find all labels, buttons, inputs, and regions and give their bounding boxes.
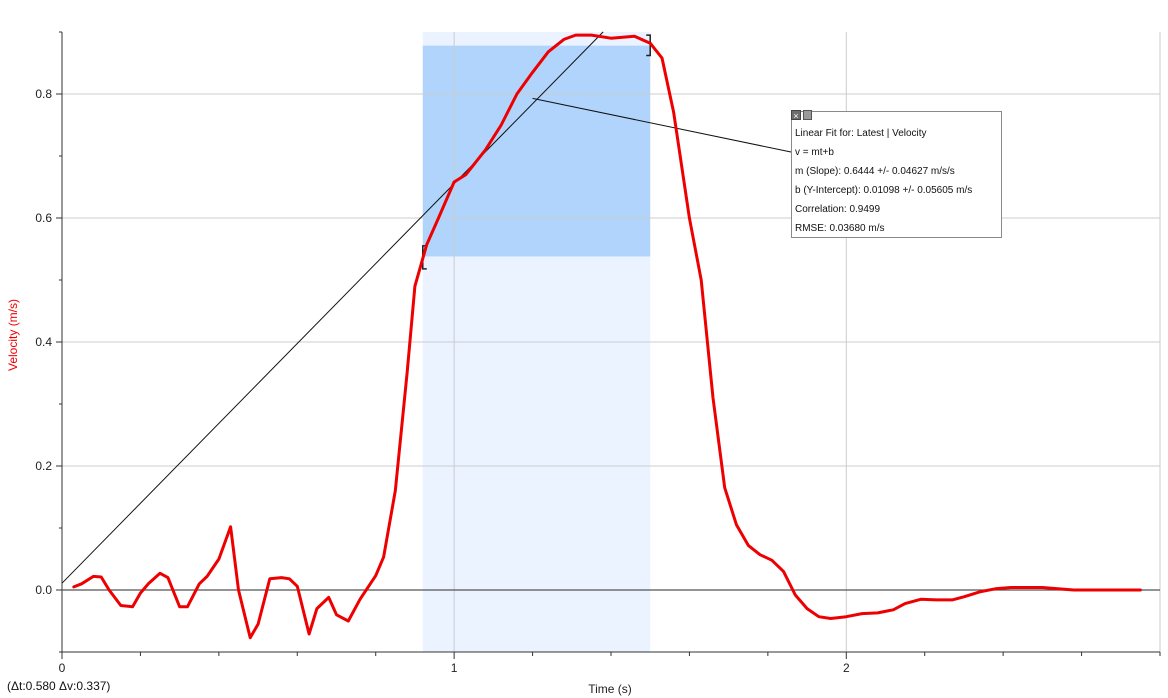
y-tick-label: 0.6: [35, 211, 52, 225]
linear-fit-box[interactable]: × Linear Fit for: Latest | Velocity v = …: [791, 110, 1002, 238]
fit-title: Linear Fit for: Latest | Velocity: [795, 128, 927, 139]
x-tick-label: 0: [59, 661, 66, 675]
fit-rmse: RMSE: 0.03680 m/s: [795, 223, 885, 234]
linear-fit: [61, 31, 792, 584]
y-tick-label: 0.2: [35, 459, 52, 473]
fit-equation: v = mt+b: [795, 147, 834, 158]
y-tick-label: 0.4: [35, 335, 52, 349]
velocity-series: [72, 33, 1142, 640]
menu-icon[interactable]: [803, 110, 812, 120]
x-axis-title: Time (s): [588, 682, 632, 696]
x-tick-label: 2: [843, 661, 850, 675]
fit-correlation: Correlation: 0.9499: [795, 204, 881, 215]
x-tick-label: 1: [451, 661, 458, 675]
fit-line: [61, 31, 604, 584]
y-tick-label: 0.8: [35, 87, 52, 101]
y-tick-label: 0.0: [35, 583, 52, 597]
fit-slope: m (Slope): 0.6444 +/- 0.04627 m/s/s: [795, 166, 955, 177]
axes: [56, 31, 1161, 659]
close-icon[interactable]: ×: [791, 110, 801, 121]
y-axis-title: Velocity (m/s): [6, 299, 20, 371]
delta-readout: (Δt:0.580 Δv:0.337): [7, 679, 111, 693]
tick-labels: 0 1 2 0.0 0.2 0.4 0.6 0.8: [35, 87, 850, 675]
fit-intercept: b (Y-Intercept): 0.01098 +/- 0.05605 m/s: [795, 185, 973, 196]
grid: [62, 32, 1161, 652]
velocity-line: [72, 33, 1142, 640]
fit-callout-line: [532, 97, 792, 153]
fit-range-highlight: [422, 45, 651, 257]
